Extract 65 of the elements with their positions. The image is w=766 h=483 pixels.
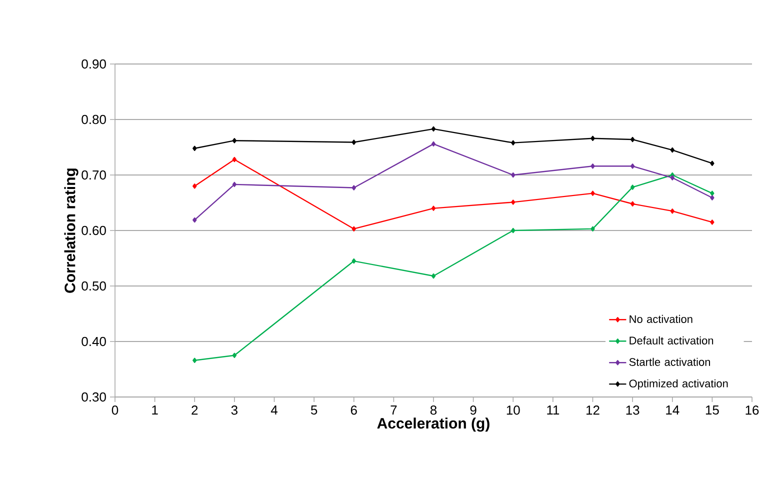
- point: [431, 126, 436, 132]
- point: [192, 184, 197, 189]
- x-tick-label: 11: [547, 406, 560, 414]
- point: [352, 185, 356, 190]
- x-tick-label: 5: [310, 406, 318, 415]
- point: [232, 352, 237, 358]
- point: [710, 190, 714, 196]
- point: [630, 136, 635, 142]
- point: [710, 195, 714, 200]
- point: [352, 226, 356, 232]
- x-tick-label: 0: [112, 406, 118, 415]
- point: [710, 160, 714, 166]
- point: [352, 258, 356, 264]
- y-axis-title: Correlation rating: [64, 168, 78, 293]
- x-tick-label: 4: [270, 406, 278, 414]
- x-tick-label: 3: [231, 406, 238, 415]
- x-tick-label: 2: [192, 406, 198, 415]
- x-tick-label: 12: [586, 406, 600, 415]
- y-tick-label: 0.80: [82, 114, 106, 124]
- point: [590, 164, 595, 169]
- x-tick-label: 1: [152, 406, 158, 414]
- point: [511, 200, 516, 205]
- y-tick-label: 0.30: [82, 392, 106, 402]
- point: [630, 201, 635, 206]
- point: [352, 140, 356, 145]
- legend-label: Default activation: [630, 336, 714, 344]
- point: [710, 220, 714, 225]
- point: [431, 206, 436, 211]
- x-tick-label: 9: [470, 406, 476, 415]
- point: [590, 226, 595, 232]
- point: [511, 172, 516, 178]
- point: [670, 175, 674, 180]
- point: [232, 156, 237, 162]
- point: [511, 228, 516, 234]
- y-tick-label: 0.40: [82, 336, 106, 346]
- point: [630, 164, 635, 169]
- legend-label: Optimized activation: [629, 379, 728, 390]
- point: [630, 184, 635, 190]
- y-tick-label: 0.50: [82, 281, 106, 291]
- x-tick-label: 16: [746, 406, 759, 415]
- y-tick-label: 0.60: [82, 226, 106, 236]
- point: [511, 140, 516, 146]
- x-tick-label: 15: [706, 406, 719, 415]
- point: [670, 208, 674, 214]
- point: [192, 217, 197, 223]
- point: [670, 147, 674, 153]
- point: [431, 141, 436, 147]
- x-tick-label: 14: [666, 406, 680, 414]
- x-tick-label: 10: [506, 406, 520, 415]
- x-tick-label: 8: [430, 406, 437, 415]
- x-tick-label: 13: [626, 406, 640, 415]
- legend-label: No activation: [630, 314, 692, 323]
- y-tick-label: 0.70: [82, 170, 106, 180]
- legend-label: Startle activation: [629, 358, 710, 366]
- y-tick-label: 0.90: [82, 59, 106, 69]
- x-axis-title: Acceleration (g): [377, 418, 490, 432]
- x-tick-label: 6: [350, 406, 357, 415]
- point: [232, 138, 237, 144]
- x-tick-label: 7: [390, 406, 397, 414]
- point: [192, 358, 197, 363]
- point: [192, 146, 197, 151]
- point: [232, 182, 237, 188]
- point: [590, 136, 595, 141]
- point: [431, 273, 436, 279]
- point: [590, 190, 595, 196]
